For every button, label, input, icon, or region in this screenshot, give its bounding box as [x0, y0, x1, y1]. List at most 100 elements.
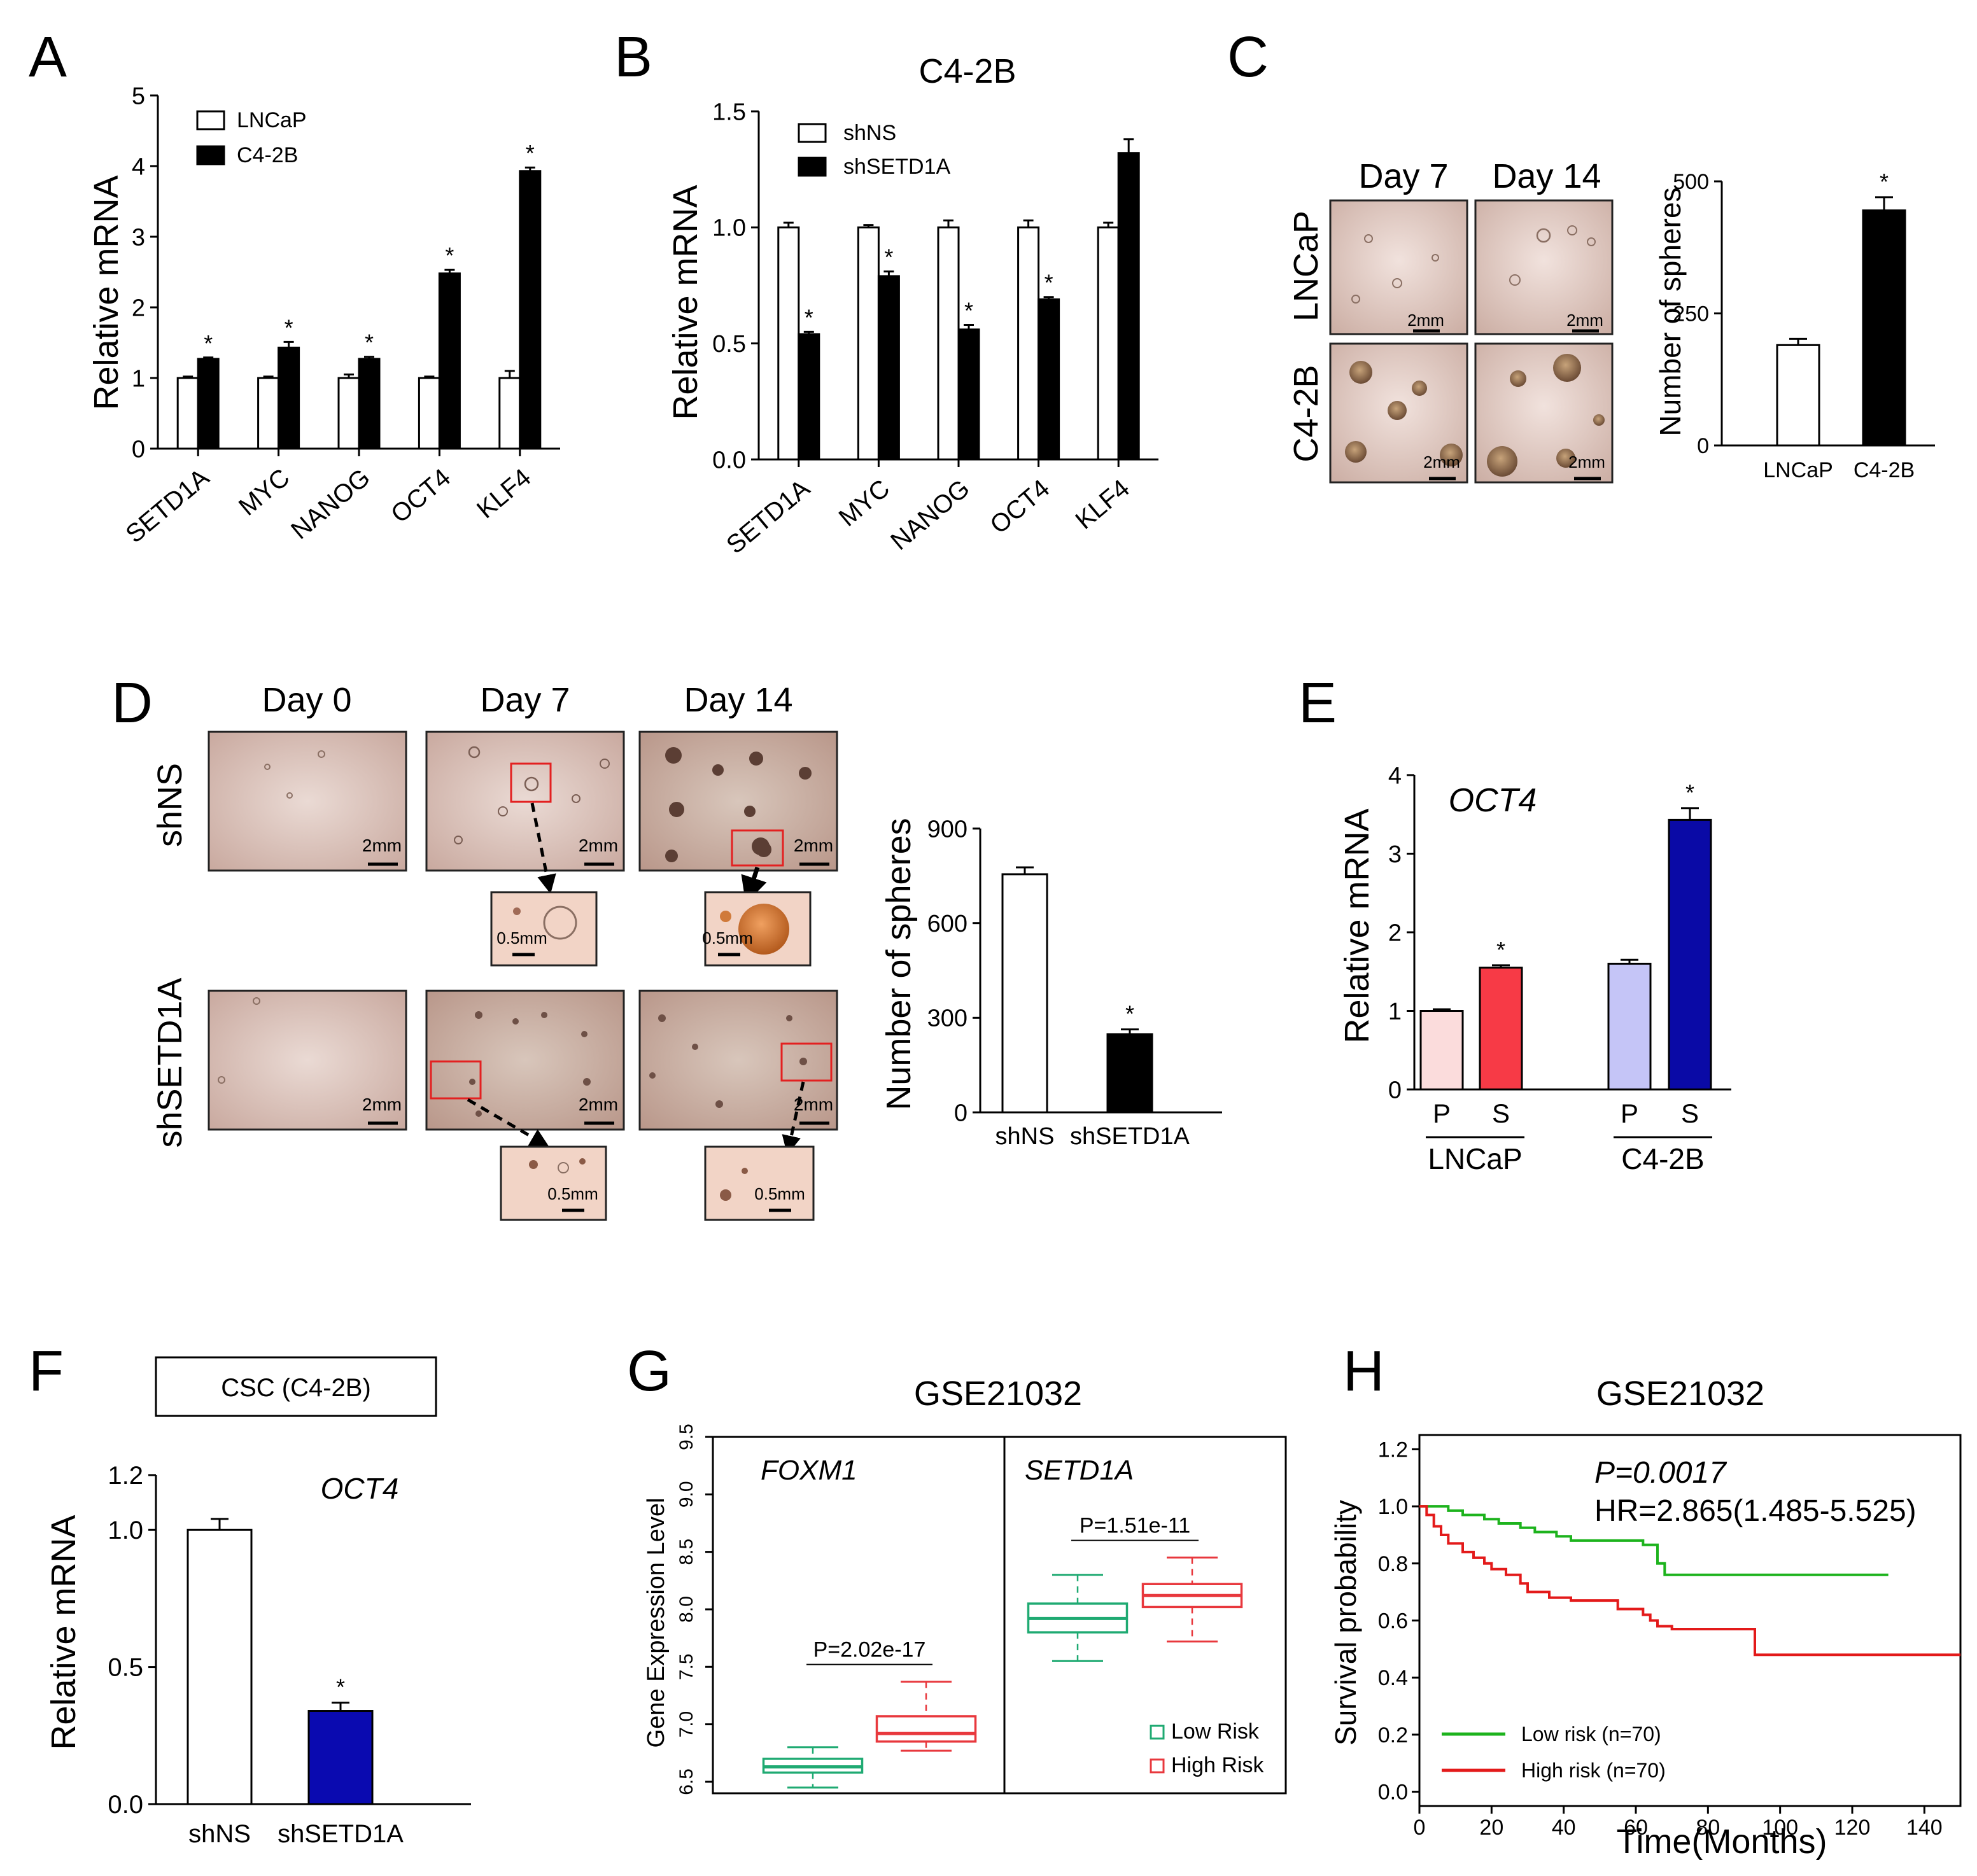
panel-a-y-tick-label: 3: [132, 224, 145, 251]
micrograph-d-shsetd1a-day0: 2mm: [208, 990, 407, 1131]
zoom-arrow: [782, 1081, 805, 1155]
panel-b-y-tick-label: 0.0: [712, 447, 746, 473]
panel-h-y-tick-label: 0.8: [1378, 1552, 1408, 1576]
panel-d-axes: 0 300 600 900 shNS * shSETD1A: [927, 816, 1222, 1150]
inset-scale-label: 0.5mm: [754, 1184, 805, 1203]
panel-c-row-c42b: C4-2B: [1287, 365, 1325, 462]
panel-b-legend: shNS shSETD1A: [798, 121, 950, 179]
micrograph-d-shsetd1a-day14: 2mm: [638, 990, 838, 1131]
panel-c-bar: [1776, 344, 1820, 447]
panel-d-y-tick-label: 300: [927, 1005, 967, 1032]
panel-b-bar-shsetd1a: [1117, 152, 1140, 461]
panel-b-bar-shsetd1a: [957, 328, 980, 461]
panel-h-x-tick-label: 120: [1834, 1816, 1871, 1840]
panel-c-ylabel: Number of spheres: [1654, 187, 1687, 436]
panel-b-significance: *: [805, 304, 813, 330]
micrograph-c-c42b-day7: 2mm: [1329, 342, 1468, 484]
panel-h-hazard-ratio: HR=2.865(1.485-5.525): [1594, 1494, 1917, 1528]
panel-g-y-tick-label: 6.5: [676, 1768, 697, 1795]
panel-b-bar-shns: [857, 226, 880, 461]
panel-h-y-tick-label: 0.2: [1378, 1723, 1408, 1747]
panel-label-d: D: [111, 671, 153, 735]
panel-c-category-label: LNCaP: [1763, 458, 1833, 482]
micrograph-d-shns-day14: 2mm: [638, 731, 838, 872]
panel-h-axes: 0.0 0.2 0.4 0.6 0.8 1.0 1.2 0 20 40 60 80 100 120 140 L…: [1378, 1434, 1962, 1840]
panel-b-bar-shns: [1097, 226, 1120, 461]
legend-label-lncap: LNCaP: [237, 108, 307, 132]
panel-b-y-tick-label: 0.5: [712, 331, 746, 358]
panel-c-y-tick-label: 500: [1673, 170, 1709, 194]
panel-e: E OCT4 Relative mRNA 0 1 2 3 4 P * S P * S LNCaP C4-…: [1298, 671, 1731, 1175]
panel-e-y-tick-label: 4: [1388, 762, 1402, 789]
panel-h-xlabel: Time(Months): [1616, 1823, 1827, 1861]
legend-label-c42b: C4-2B: [237, 143, 298, 167]
zoom-box: [731, 829, 784, 867]
panel-g-title: GSE21032: [914, 1375, 1082, 1413]
panel-a-bar-c4-2b: [278, 346, 300, 450]
zoom-arrow: [741, 866, 767, 904]
panel-h-legend-label: High risk (n=70): [1521, 1759, 1666, 1782]
panel-g-y-tick-label: 8.5: [676, 1539, 697, 1565]
panel-e-gene: OCT4: [1449, 782, 1537, 819]
panel-a-bar-lncap: [337, 377, 360, 450]
panel-a-ylabel: Relative mRNA: [87, 175, 125, 410]
panel-h-y-tick-label: 0.6: [1378, 1609, 1408, 1634]
panel-g-frame: [712, 1436, 1287, 1795]
panel-b-bar-shns: [1017, 226, 1040, 461]
panel-g-gene-label: SETD1A: [1025, 1455, 1134, 1486]
inset-d-shns-day7: 0.5mm: [490, 891, 598, 967]
panel-f-y-tick-label: 1.2: [108, 1462, 143, 1490]
scale-label: 2mm: [362, 1095, 402, 1114]
panel-g-legend-swatch-high: [1150, 1758, 1165, 1774]
panel-c-category-label: C4-2B: [1854, 458, 1915, 482]
panel-d-significance: *: [1125, 1001, 1134, 1027]
panel-h-x-tick-label: 140: [1906, 1816, 1943, 1840]
scale-label: 2mm: [1423, 452, 1460, 472]
legend-label-shns: shNS: [843, 121, 896, 145]
panel-h-curve-high: [1419, 1505, 1960, 1656]
panel-a-category-label: SETD1A: [120, 463, 215, 549]
inset-d-shsetd1a-day14: 0.5mm: [704, 1145, 815, 1221]
panel-h-x-tick-label: 40: [1552, 1816, 1576, 1840]
panel-d: D Day 0 Day 7 Day 14 shNS shSETD1A 2mm 2…: [111, 671, 1222, 1221]
panel-d-day0: Day 0: [262, 681, 351, 719]
panel-h-pvalue: P=0.0017: [1594, 1456, 1727, 1490]
panel-c-y-tick-label: 0: [1697, 434, 1709, 458]
inset-d-shsetd1a-day7: 0.5mm: [500, 1145, 607, 1221]
panel-h-x-tick-label: 80: [1696, 1816, 1720, 1840]
panel-a-y-tick-label: 0: [132, 436, 145, 463]
panel-a-significance: *: [365, 330, 374, 356]
panel-label-g: G: [627, 1340, 672, 1403]
panel-f-condition-box: [155, 1356, 437, 1417]
panel-e-bar: [1419, 1010, 1464, 1091]
panel-c-significance: *: [1880, 169, 1889, 195]
panel-f-category-label: shSETD1A: [278, 1820, 404, 1848]
scale-label: 2mm: [1566, 311, 1603, 330]
panel-a-y-tick-label: 1: [132, 365, 145, 392]
panel-a-bar-c4-2b: [438, 272, 461, 450]
panel-d-y-tick-label: 900: [927, 816, 967, 843]
legend-swatch-c42b: [196, 145, 225, 165]
panel-b-bar-shns: [937, 226, 960, 461]
panel-c-row-lncap: LNCaP: [1287, 211, 1325, 321]
inset-scale-label: 0.5mm: [702, 928, 752, 948]
panel-e-bar: [1668, 818, 1712, 1091]
panel-h-legend-label: Low risk (n=70): [1521, 1723, 1661, 1746]
panel-g: G GSE21032 Gene Expression Level 6.5 7.0 7…: [627, 1340, 1287, 1795]
panel-label-b: B: [614, 25, 652, 89]
panel-a-category-label: KLF4: [472, 463, 537, 524]
panel-h-title: GSE21032: [1596, 1375, 1764, 1413]
panel-f-condition-label: CSC (C4-2B): [221, 1374, 371, 1402]
scale-label: 2mm: [794, 836, 833, 855]
panel-label-a: A: [29, 25, 67, 89]
panel-f-y-tick-label: 1.0: [108, 1516, 143, 1544]
legend-swatch-shns: [798, 123, 827, 143]
panel-d-day7: Day 7: [480, 681, 570, 719]
legend-label-shsetd1a: shSETD1A: [843, 155, 950, 179]
panel-a-bar-lncap: [257, 377, 280, 450]
scale-label: 2mm: [362, 836, 402, 855]
panel-b-category-label: KLF4: [1070, 474, 1135, 535]
panel-g-y-tick-label: 7.0: [676, 1711, 697, 1738]
panel-f-gene: OCT4: [321, 1472, 399, 1505]
panel-g-y-tick-label: 7.5: [676, 1653, 697, 1680]
